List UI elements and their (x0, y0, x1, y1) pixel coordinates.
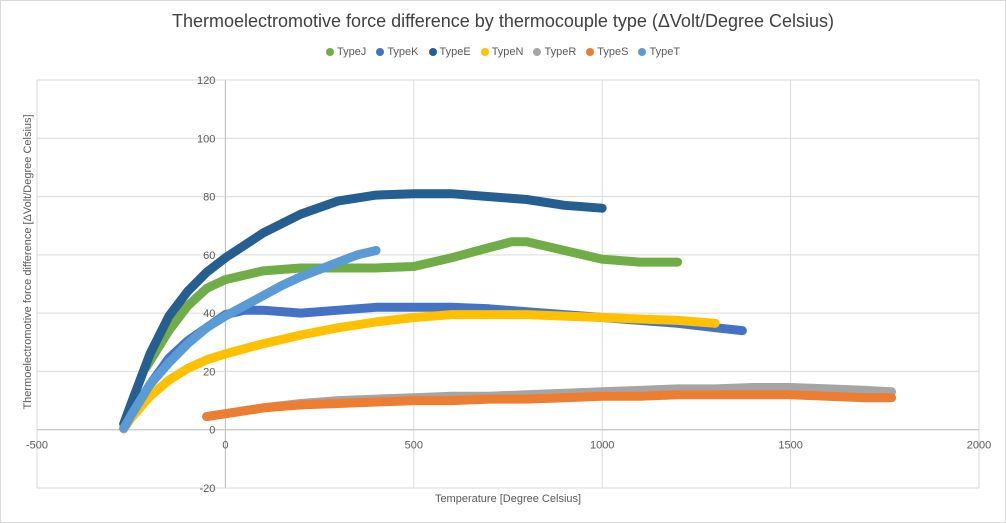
y-tick-label: 80 (203, 192, 215, 204)
x-tick-label: 500 (405, 440, 423, 452)
legend-label: TypeT (649, 46, 681, 58)
y-tick-label: 40 (203, 308, 215, 320)
series-line-typee (119, 189, 607, 429)
legend-marker (533, 48, 542, 56)
x-tick-label: 1500 (778, 440, 802, 452)
legend-item-typet: TypeT (638, 46, 680, 58)
legend-item-typen: TypeN (480, 46, 524, 58)
x-axis-title: Temperature [Degree Celsius] (435, 493, 581, 505)
y-tick-label: 60 (203, 250, 215, 262)
x-tick-label: -500 (26, 440, 48, 452)
chart-legend: TypeJ TypeK TypeE TypeN TypeR TypeS TypeT (1, 46, 1005, 58)
legend-item-typek: TypeK (376, 46, 419, 58)
y-tick-label: 120 (197, 75, 215, 87)
legend-item-typee: TypeE (428, 46, 471, 58)
chart-title: Thermoelectromotive force difference by … (172, 11, 834, 31)
legend-label: TypeN (491, 46, 524, 58)
x-tick-label: 0 (222, 440, 228, 452)
x-tick-label: 2000 (967, 440, 991, 452)
legend-marker (586, 48, 595, 56)
legend-marker (428, 48, 437, 56)
series-line-typej (141, 237, 683, 372)
legend-label: TypeE (439, 46, 471, 58)
legend-label: TypeK (387, 46, 419, 58)
y-axis-title: Thermoelectromotive force difference [ΔV… (22, 114, 34, 409)
x-tick-label: 1000 (590, 440, 614, 452)
series-line-typen (119, 310, 720, 434)
series-line-types (202, 390, 897, 422)
y-tick-label: 20 (203, 366, 215, 378)
legend-item-types: TypeS (586, 46, 628, 58)
legend-marker (325, 48, 334, 56)
legend-label: TypeS (597, 46, 629, 58)
legend-item-typej: TypeJ (325, 46, 367, 58)
series-line-typet (119, 246, 381, 433)
y-tick-label: -20 (199, 483, 215, 495)
legend-marker (638, 48, 647, 56)
legend-label: TypeR (544, 46, 577, 58)
legend-marker (376, 48, 385, 56)
legend-item-typer: TypeR (533, 46, 576, 58)
legend-label: TypeJ (336, 46, 367, 58)
y-tick-label: 100 (197, 133, 215, 145)
legend-marker (480, 48, 489, 56)
y-tick-label: 0 (209, 425, 215, 437)
